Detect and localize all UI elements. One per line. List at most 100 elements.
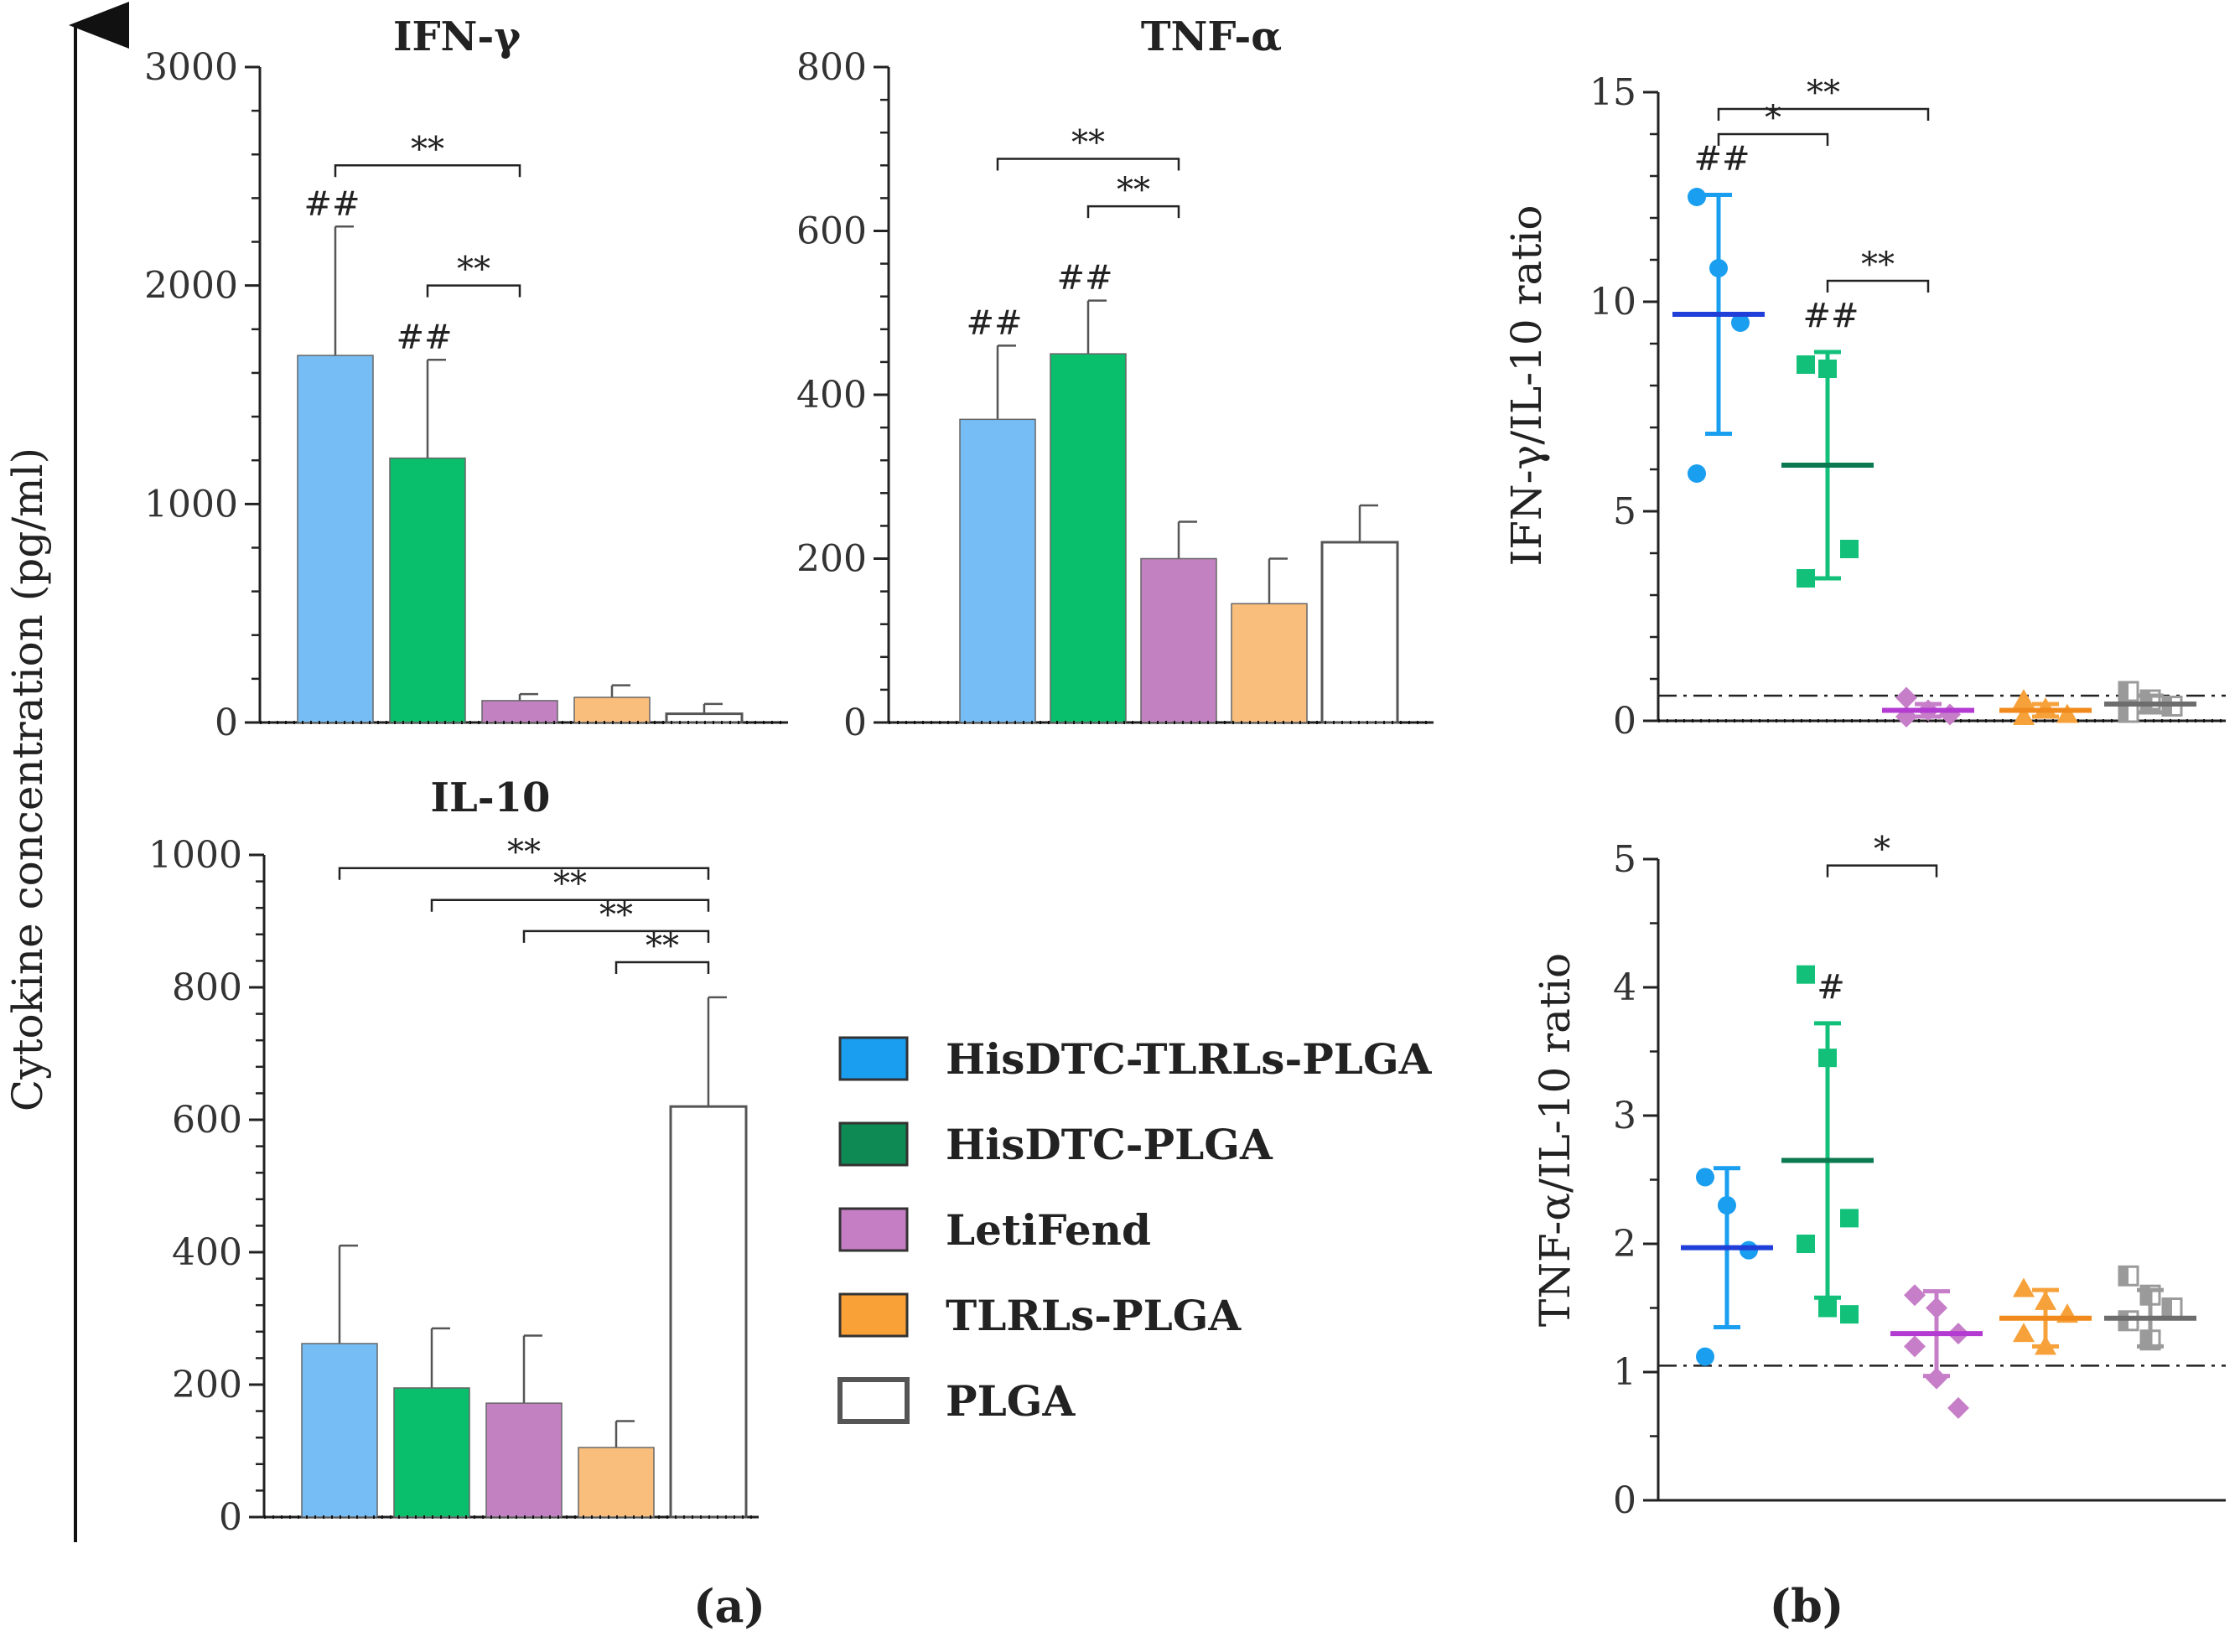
data-point-fill xyxy=(2163,1298,2172,1318)
bar xyxy=(959,418,1036,723)
data-point xyxy=(2118,1310,2139,1332)
data-point xyxy=(1696,1168,1714,1187)
y-tick-label: 5 xyxy=(1613,838,1636,881)
y-tick-label: 400 xyxy=(796,374,867,417)
y-tick-label: 5 xyxy=(1613,490,1636,533)
y-tick-label: 15 xyxy=(1589,71,1636,114)
legend-label: HisDTC-PLGA xyxy=(946,1120,1273,1169)
y-tick-label: 4 xyxy=(1613,966,1636,1009)
data-point xyxy=(2013,689,2035,708)
y-tick-label: 3000 xyxy=(144,46,238,89)
significance-label: ** xyxy=(553,865,587,904)
legend-swatch-hisdtc-tlrls-plga xyxy=(838,1036,909,1081)
hash-mark: ## xyxy=(1802,297,1859,335)
bar xyxy=(393,1387,470,1518)
chart-tnf: 0 200 400 600 800 ## ## ** ** xyxy=(796,46,1434,744)
y-tick-label: 0 xyxy=(843,702,867,744)
bar xyxy=(573,697,651,723)
data-point xyxy=(1840,1209,1859,1228)
hash-mark: ## xyxy=(303,184,360,223)
significance-label: * xyxy=(1765,99,1781,137)
bar xyxy=(485,1402,563,1518)
data-point xyxy=(1696,1347,1714,1366)
significance-label: ** xyxy=(599,896,633,935)
bar xyxy=(669,1105,748,1519)
shared-ylabel: Cytokine concentration (pg/ml) xyxy=(3,448,52,1111)
significance-bracket xyxy=(1826,279,1930,293)
significance-bracket xyxy=(334,164,521,178)
significance-label: ** xyxy=(1071,123,1105,162)
y-tick-label: 800 xyxy=(172,966,242,1009)
data-point-fill xyxy=(2119,1266,2129,1286)
data-point-fill xyxy=(2141,1330,2150,1349)
y-tick-label: 10 xyxy=(1589,281,1636,324)
y-tick-label: 800 xyxy=(796,46,867,89)
data-point-fill xyxy=(2119,703,2129,722)
y-tick-label: 1000 xyxy=(144,483,238,526)
hash-mark: ## xyxy=(1693,140,1750,179)
ylabel-ifn-ratio: IFN-γ/IL-10 ratio xyxy=(1502,205,1551,566)
legend-swatch-letifend xyxy=(838,1207,909,1252)
y-tick-label: 1 xyxy=(1613,1351,1636,1394)
legend-label: PLGA xyxy=(946,1376,1076,1426)
data-point xyxy=(2118,681,2139,702)
legend-label: TLRLs-PLGA xyxy=(946,1291,1242,1340)
data-point xyxy=(1797,965,1815,984)
legend-swatch-tlrls-plga xyxy=(838,1292,909,1338)
data-point xyxy=(1904,1284,1926,1307)
legend-label: LetiFend xyxy=(946,1205,1151,1255)
legend-label: HisDTC-TLRLs-PLGA xyxy=(946,1034,1433,1084)
data-point-fill xyxy=(2141,691,2150,709)
data-point xyxy=(1895,686,1917,709)
legend-item: HisDTC-TLRLs-PLGA xyxy=(838,1034,1433,1084)
legend-item: HisDTC-PLGA xyxy=(838,1120,1273,1169)
y-tick-label: 400 xyxy=(172,1231,242,1274)
panel-label-a: (a) xyxy=(693,1579,765,1633)
data-point-fill xyxy=(2119,1311,2129,1330)
significance-bracket xyxy=(338,867,710,880)
data-point xyxy=(2013,1277,2035,1297)
data-point xyxy=(2013,1323,2035,1343)
bar xyxy=(301,1343,378,1518)
data-point xyxy=(1797,355,1815,374)
y-tick-label: 0 xyxy=(219,1496,242,1539)
bar xyxy=(578,1447,655,1518)
bar xyxy=(481,700,558,723)
data-point xyxy=(1740,1240,1758,1260)
y-tick-label: 3 xyxy=(1613,1095,1636,1137)
significance-label: ** xyxy=(507,833,541,872)
bar xyxy=(297,355,374,723)
chart-title-tnf: TNF-α xyxy=(1141,13,1282,60)
significance-label: ** xyxy=(457,251,490,289)
bar xyxy=(1320,541,1399,724)
y-tick-label: 200 xyxy=(796,538,867,581)
legend-item: PLGA xyxy=(837,1376,1076,1426)
legend-item: TLRLs-PLGA xyxy=(838,1291,1242,1340)
y-tick-label: 2000 xyxy=(144,265,238,308)
hash-mark: ## xyxy=(396,318,452,356)
data-point xyxy=(1731,313,1750,332)
significance-label: * xyxy=(1874,831,1890,869)
data-point xyxy=(1797,1235,1815,1253)
legend-swatch-plga xyxy=(837,1377,910,1424)
bar xyxy=(1050,353,1127,723)
bar xyxy=(1140,557,1217,723)
data-point-fill xyxy=(2119,682,2129,701)
y-tick-label: 0 xyxy=(1613,1479,1636,1522)
significance-bracket xyxy=(1717,107,1930,121)
data-point xyxy=(2118,1265,2139,1287)
significance-bracket xyxy=(430,899,710,912)
data-point xyxy=(2056,703,2078,723)
chart-title-il10: IL-10 xyxy=(431,774,551,821)
data-point xyxy=(1818,1298,1837,1318)
y-tick-label: 1000 xyxy=(148,834,242,877)
legend-item: LetiFend xyxy=(838,1205,1151,1255)
data-point xyxy=(1797,569,1815,588)
data-point xyxy=(1939,703,1961,726)
significance-bracket xyxy=(1826,864,1938,878)
significance-bracket xyxy=(614,961,710,974)
ylabel-tnf-ratio: TNF-α/IL-10 ratio xyxy=(1531,953,1579,1327)
significance-bracket xyxy=(1717,132,1829,146)
